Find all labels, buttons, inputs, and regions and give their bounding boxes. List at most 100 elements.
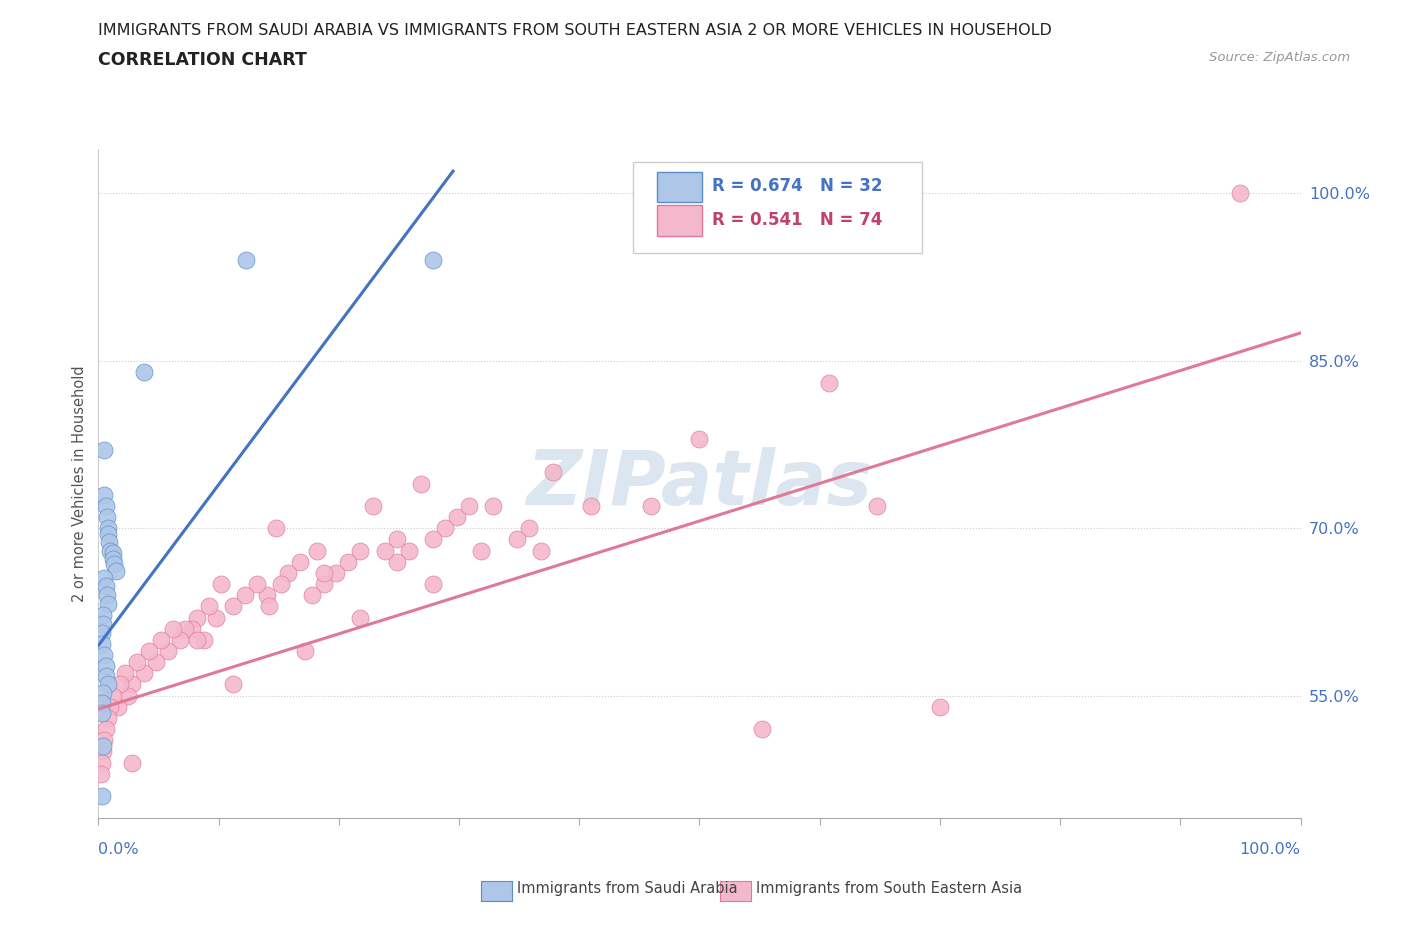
Point (91, 617, 114, 631)
Point (138, 644, 160, 658)
Point (541, 465, 564, 480)
Point (132, 666, 155, 681)
Point (97, 677, 120, 692)
Point (103, 556, 125, 571)
Point (581, 498, 603, 513)
Point (257, 599, 280, 614)
Point (409, 476, 432, 491)
Point (186, 610, 208, 625)
Point (91, 706, 114, 721)
Point (222, 677, 245, 692)
Point (91, 744, 114, 759)
Point (145, 655, 167, 670)
Point (256, 588, 278, 603)
Text: R = 0.541   N = 74: R = 0.541 N = 74 (711, 211, 882, 229)
Point (117, 688, 139, 703)
Point (149, 632, 172, 647)
Point (270, 577, 292, 591)
Point (91, 755, 114, 770)
Point (94, 498, 117, 513)
Point (174, 621, 197, 636)
Point (314, 577, 336, 591)
Point (121, 755, 143, 770)
FancyBboxPatch shape (658, 171, 702, 203)
Point (640, 498, 662, 513)
Point (373, 543, 395, 558)
Point (100, 543, 122, 558)
Point (277, 565, 299, 580)
Point (101, 545, 124, 560)
Point (866, 498, 889, 513)
Point (94, 578, 117, 593)
Point (235, 253, 257, 268)
Point (928, 699, 950, 714)
Point (398, 543, 420, 558)
Point (481, 498, 503, 513)
Point (91, 789, 114, 804)
FancyBboxPatch shape (633, 162, 922, 253)
Point (530, 543, 553, 558)
Point (361, 498, 384, 513)
Point (93, 487, 115, 502)
Point (162, 621, 184, 636)
Point (446, 510, 468, 525)
Point (385, 532, 408, 547)
Point (181, 621, 204, 636)
Point (98, 534, 121, 549)
Text: Immigrants from Saudi Arabia: Immigrants from Saudi Arabia (517, 881, 738, 896)
Point (233, 588, 256, 603)
Point (349, 610, 371, 625)
Point (301, 588, 323, 603)
Point (101, 552, 124, 567)
Point (198, 599, 221, 614)
Point (457, 498, 479, 513)
Point (818, 376, 841, 391)
Point (751, 722, 773, 737)
Point (294, 644, 316, 658)
Text: Immigrants from South Eastern Asia: Immigrants from South Eastern Asia (756, 881, 1022, 896)
Text: ▪: ▪ (488, 878, 503, 898)
Point (121, 677, 143, 692)
Point (385, 554, 408, 569)
Point (186, 632, 208, 647)
Point (222, 599, 245, 614)
Point (91, 608, 114, 623)
Point (100, 699, 122, 714)
Point (314, 565, 336, 580)
Point (91, 626, 114, 641)
Point (90, 766, 112, 781)
Point (266, 521, 288, 536)
Point (193, 632, 215, 647)
Point (93, 733, 115, 748)
Point (422, 532, 444, 547)
Point (105, 564, 128, 578)
Point (688, 432, 710, 446)
Text: 0.0%: 0.0% (98, 842, 139, 857)
Text: 100.0%: 100.0% (1240, 842, 1301, 857)
Point (209, 577, 232, 591)
Point (91, 738, 114, 753)
Point (97, 711, 120, 725)
Text: CORRELATION CHART: CORRELATION CHART (98, 51, 308, 69)
Point (96, 588, 118, 603)
Point (125, 655, 148, 670)
Point (94, 722, 117, 737)
Point (517, 521, 540, 536)
Point (93, 571, 115, 586)
Point (132, 365, 155, 379)
Point (97, 526, 120, 541)
Point (422, 253, 444, 268)
Point (101, 688, 124, 703)
Point (1229, 186, 1251, 201)
Point (108, 677, 131, 692)
Point (96, 510, 118, 525)
Point (506, 532, 529, 547)
Text: IMMIGRANTS FROM SAUDI ARABIA VS IMMIGRANTS FROM SOUTH EASTERN ASIA 2 OR MORE VEH: IMMIGRANTS FROM SAUDI ARABIA VS IMMIGRAN… (98, 23, 1052, 38)
Point (290, 554, 312, 569)
Text: ZIPatlas: ZIPatlas (526, 446, 873, 521)
Point (349, 543, 371, 558)
Point (97, 597, 120, 612)
Point (91, 637, 114, 652)
Point (157, 644, 180, 658)
Point (97, 521, 120, 536)
